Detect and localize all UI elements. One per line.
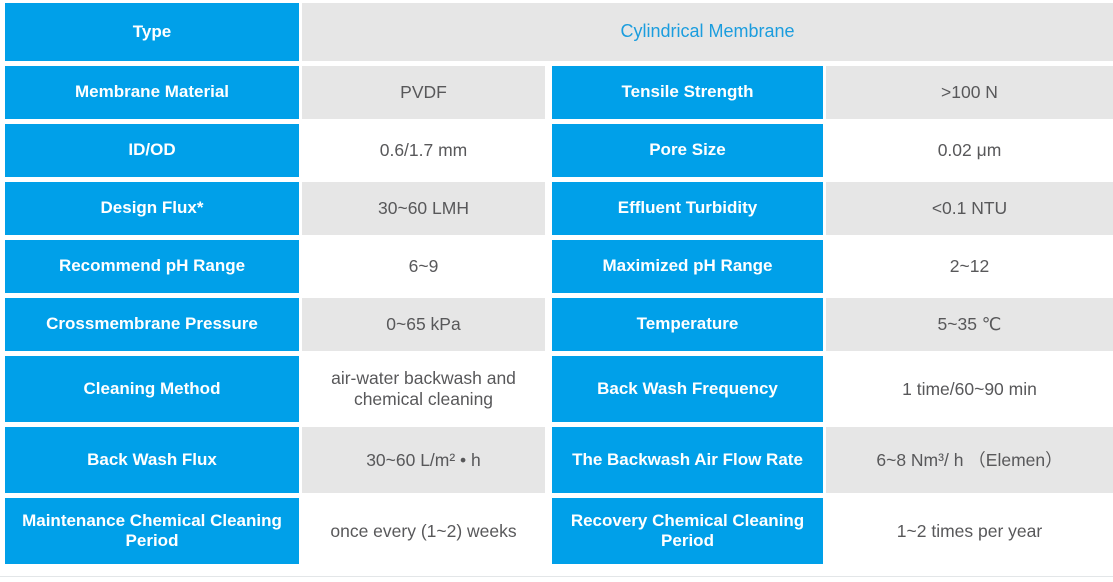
row-label: Membrane Material bbox=[5, 66, 299, 119]
row-label: Design Flux* bbox=[5, 182, 299, 235]
table-row-type: Type Cylindrical Membrane bbox=[5, 3, 1113, 61]
row-label: Recovery Chemical Cleaning Period bbox=[552, 498, 823, 564]
cell-value: 1~2 times per year bbox=[826, 498, 1113, 564]
cell-value: 2~12 bbox=[826, 240, 1113, 293]
cell-value: 6~9 bbox=[302, 240, 545, 293]
gutter bbox=[545, 298, 552, 351]
cell-value: PVDF bbox=[302, 66, 545, 119]
gutter bbox=[545, 356, 552, 422]
type-value: Cylindrical Membrane bbox=[302, 3, 1113, 61]
row-label: The Backwash Air Flow Rate bbox=[552, 427, 823, 493]
row-label: Maximized pH Range bbox=[552, 240, 823, 293]
table-row: Design Flux* 30~60 LMH Effluent Turbidit… bbox=[5, 182, 1113, 235]
row-label: Pore Size bbox=[552, 124, 823, 177]
cell-value: 0.6/1.7 mm bbox=[302, 124, 545, 177]
table-row: Membrane Material PVDF Tensile Strength … bbox=[5, 66, 1113, 119]
bottom-divider bbox=[0, 576, 1113, 577]
row-label: Crossmembrane Pressure bbox=[5, 298, 299, 351]
row-label: Temperature bbox=[552, 298, 823, 351]
table-row: Back Wash Flux 30~60 L/m² • h The Backwa… bbox=[5, 427, 1113, 493]
cell-value: 6~8 Nm³/ h （Elemen） bbox=[826, 427, 1113, 493]
row-label: Effluent Turbidity bbox=[552, 182, 823, 235]
row-label-type: Type bbox=[5, 3, 299, 61]
table-row: Recommend pH Range 6~9 Maximized pH Rang… bbox=[5, 240, 1113, 293]
table-row: Cleaning Method air-water backwash and c… bbox=[5, 356, 1113, 422]
cell-value: air-water backwash and chemical cleaning bbox=[302, 356, 545, 422]
cell-value: 0.02 μm bbox=[826, 124, 1113, 177]
cell-value: 5~35 ℃ bbox=[826, 298, 1113, 351]
cell-value: 0~65 kPa bbox=[302, 298, 545, 351]
cell-value: 30~60 LMH bbox=[302, 182, 545, 235]
table-row: Crossmembrane Pressure 0~65 kPa Temperat… bbox=[5, 298, 1113, 351]
gutter bbox=[545, 124, 552, 177]
gutter bbox=[545, 182, 552, 235]
table-row: Maintenance Chemical Cleaning Period onc… bbox=[5, 498, 1113, 564]
row-label: Recommend pH Range bbox=[5, 240, 299, 293]
cell-value: once every (1~2) weeks bbox=[302, 498, 545, 564]
row-label: Back Wash Frequency bbox=[552, 356, 823, 422]
gutter bbox=[545, 498, 552, 564]
table-row: ID/OD 0.6/1.7 mm Pore Size 0.02 μm bbox=[5, 124, 1113, 177]
row-label: Maintenance Chemical Cleaning Period bbox=[5, 498, 299, 564]
row-label: Back Wash Flux bbox=[5, 427, 299, 493]
row-label: Tensile Strength bbox=[552, 66, 823, 119]
gutter bbox=[545, 240, 552, 293]
gutter bbox=[545, 66, 552, 119]
cell-value: 1 time/60~90 min bbox=[826, 356, 1113, 422]
row-label: Cleaning Method bbox=[5, 356, 299, 422]
cell-value: 30~60 L/m² • h bbox=[302, 427, 545, 493]
row-label: ID/OD bbox=[5, 124, 299, 177]
cell-value: <0.1 NTU bbox=[826, 182, 1113, 235]
cell-value: >100 N bbox=[826, 66, 1113, 119]
gutter bbox=[545, 427, 552, 493]
